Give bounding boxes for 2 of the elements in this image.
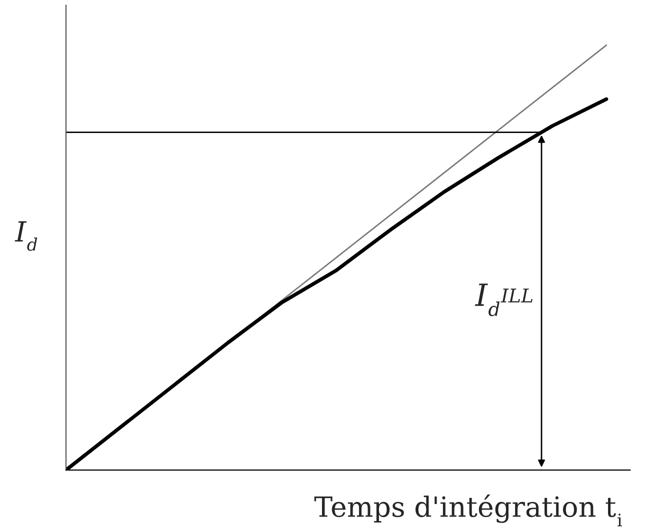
y-axis-title: Id [14,221,38,251]
ref-line-label: IdILL [474,284,533,316]
